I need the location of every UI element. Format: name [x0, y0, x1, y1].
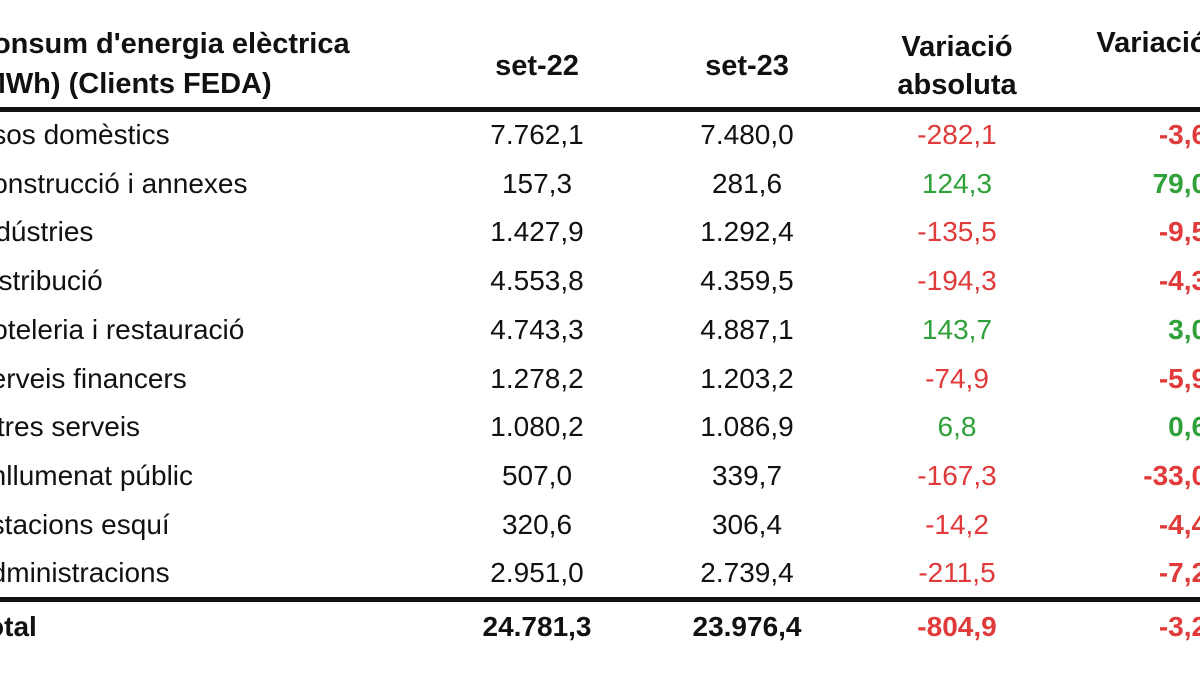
row-label: Administracions	[0, 557, 170, 589]
row-set22: 4.743,3	[490, 313, 584, 345]
row-set23: 2.739,4	[700, 557, 794, 589]
row-label: Distribució	[0, 265, 103, 297]
table-row: Enllumenat públic 507,0 339,7 -167,3 -33,0%	[0, 451, 1200, 500]
table-row: Altres serveis 1.080,2 1.086,9 6,8 0,6%	[0, 402, 1200, 451]
row-percent-variation: -33,0%	[1143, 459, 1200, 491]
row-set23: 1.203,2	[700, 362, 794, 394]
total-row: Total 24.781,3 23.976,4 -804,9 -3,2%	[0, 602, 1200, 651]
row-label: Estacions esquí	[0, 508, 170, 540]
row-set23: 281,6	[711, 167, 783, 199]
total-set23: 23.976,4	[692, 611, 802, 642]
row-set23: 7.480,0	[700, 119, 794, 150]
row-set23: 306,4	[711, 508, 783, 540]
table-row: Distribució 4.553,8 4.359,5 -194,3 -4,3%	[0, 256, 1200, 305]
header-divider	[0, 107, 1200, 112]
row-label: Hoteleria i restauració	[0, 313, 245, 345]
row-absolute-variation: -194,3	[917, 265, 997, 297]
table-row: Usos domèstics 7.762,1 7.480,0 -282,1 -3,6%	[0, 110, 1200, 159]
row-absolute-variation: 143,7	[921, 313, 993, 345]
row-set22: 2.951,0	[490, 557, 584, 589]
row-set23: 1.292,4	[700, 216, 794, 248]
row-absolute-variation: -135,5	[917, 216, 997, 248]
row-label: Enllumenat públic	[0, 459, 194, 491]
total-percent-variation: -3,2%	[1158, 611, 1200, 642]
table-row: Serveis financers 1.278,2 1.203,2 -74,9 -5,9…	[0, 354, 1200, 403]
row-percent-variation: -3,6%	[1158, 119, 1200, 150]
row-percent-variation: 79,0%	[1152, 167, 1200, 199]
row-absolute-variation: -167,3	[917, 459, 997, 491]
row-set22: 157,3	[501, 167, 573, 199]
row-set23: 4.359,5	[700, 265, 794, 297]
table-row: Construcció i annexes 157,3 281,6 124,3 79,0…	[0, 159, 1200, 208]
row-absolute-variation: 6,8	[937, 411, 977, 443]
row-absolute-variation: -14,2	[925, 508, 989, 540]
table-title-line1: Consum d'energia elèctrica	[0, 28, 350, 60]
row-percent-variation: -7,2%	[1158, 557, 1200, 589]
column-header-percent-variation-line1: Variació	[1096, 27, 1200, 59]
row-label: Construcció i annexes	[0, 167, 248, 199]
row-percent-variation: -5,9%	[1158, 362, 1200, 394]
row-percent-variation: 3,0%	[1168, 313, 1200, 345]
row-set22: 1.080,2	[490, 411, 584, 443]
row-label: Serveis financers	[0, 362, 187, 394]
row-label: Altres serveis	[0, 411, 141, 443]
row-set23: 4.887,1	[700, 313, 794, 345]
row-set22: 1.278,2	[490, 362, 584, 394]
column-header-absolute-variation: Variació absoluta	[862, 24, 1052, 108]
total-absolute-variation: -804,9	[917, 611, 997, 642]
table-row: Estacions esquí 320,6 306,4 -14,2 -4,4%	[0, 500, 1200, 549]
row-set23: 1.086,9	[700, 411, 794, 443]
row-set22: 1.427,9	[490, 216, 584, 248]
row-percent-variation: 0,6%	[1168, 411, 1200, 443]
column-header-absolute-variation-line2: absoluta	[897, 69, 1017, 101]
row-set22: 507,0	[501, 459, 573, 491]
column-header-percent-variation: Variació	[1072, 24, 1200, 108]
table-row: Administracions 2.951,0 2.739,4 -211,5 -7,2%	[0, 548, 1200, 597]
total-divider	[0, 597, 1200, 602]
table-title-line2: (MWh) (Clients FEDA)	[0, 68, 272, 100]
row-absolute-variation: -74,9	[925, 362, 989, 394]
row-percent-variation: -9,5%	[1158, 216, 1200, 248]
row-label: Indústries	[0, 216, 94, 248]
row-set23: 339,7	[711, 459, 783, 491]
column-header-absolute-variation-line1: Variació	[901, 31, 1013, 63]
table-row: Indústries 1.427,9 1.292,4 -135,5 -9,5%	[0, 207, 1200, 256]
table-header: Consum d'energia elèctrica (MWh) (Client…	[0, 24, 1200, 108]
row-percent-variation: -4,4%	[1158, 508, 1200, 540]
row-set22: 320,6	[501, 508, 573, 540]
total-label: Total	[0, 611, 37, 642]
table-title: Consum d'energia elèctrica (MWh) (Client…	[0, 24, 442, 104]
column-header-set23: set-23	[705, 50, 789, 82]
row-label: Usos domèstics	[0, 119, 170, 150]
row-set22: 7.762,1	[490, 119, 584, 150]
total-set22: 24.781,3	[482, 611, 592, 642]
column-header-set22: set-22	[495, 50, 579, 82]
row-absolute-variation: -211,5	[918, 557, 996, 589]
row-set22: 4.553,8	[490, 265, 584, 297]
row-absolute-variation: 124,3	[921, 167, 993, 199]
row-percent-variation: -4,3%	[1158, 265, 1200, 297]
row-absolute-variation: -282,1	[917, 119, 997, 150]
table-row: Hoteleria i restauració 4.743,3 4.887,1 143…	[0, 305, 1200, 354]
